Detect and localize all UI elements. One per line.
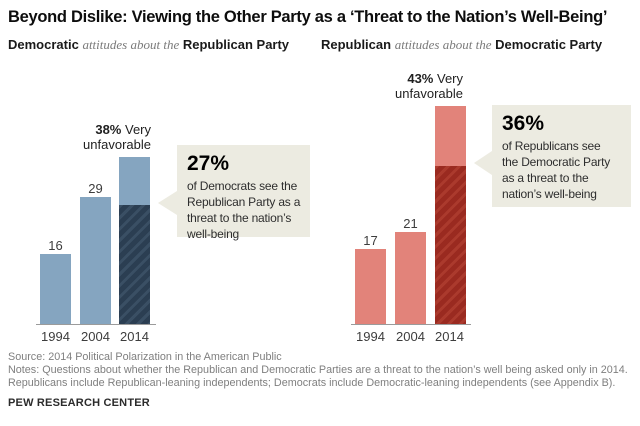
left-year-2004: 2004 — [81, 329, 110, 344]
notes-line-2: Republicans include Republican-leaning i… — [8, 377, 616, 389]
left-subtitle: Democratic attitudes about the Republica… — [8, 37, 289, 53]
right-value-2004: 21 — [403, 216, 418, 231]
left-subtitle-party: Democratic — [8, 37, 79, 52]
right-value-1994: 17 — [363, 233, 378, 248]
right-callout-line: the Democratic Party — [502, 155, 611, 169]
right-year-2014: 2014 — [435, 329, 464, 344]
left-subtitle-connector: attitudes about the — [82, 37, 180, 52]
left-value-2004: 29 — [88, 181, 103, 196]
right-callout-line: as a threat to the — [502, 171, 589, 185]
right-callout-pointer — [474, 151, 492, 175]
source-note: Source: 2014 Political Polarization in t… — [8, 351, 282, 363]
left-bar-1994 — [40, 254, 71, 324]
left-2014-label-line2: unfavorable — [83, 137, 151, 152]
right-x-axis — [351, 324, 471, 325]
right-2014-bar-label: 43% Very unfavorable — [353, 71, 463, 101]
right-year-1994: 1994 — [356, 329, 385, 344]
right-callout: 36% of Republicans see the Democratic Pa… — [492, 105, 631, 207]
right-subtitle-target: Democratic Party — [495, 37, 603, 52]
pew-research-center-brand: PEW RESEARCH CENTER — [8, 397, 150, 409]
left-2014-rest: Very — [121, 122, 151, 137]
right-subtitle-party: Republican — [321, 37, 392, 52]
left-x-axis — [36, 324, 156, 325]
left-callout-line: Republican Party as a — [187, 195, 301, 209]
right-threat-overlay — [435, 166, 466, 324]
right-callout-line: nation’s well-being — [502, 187, 597, 201]
left-callout: 27% of Democrats see the Republican Part… — [177, 145, 310, 241]
right-callout-headline: 36% — [502, 112, 545, 135]
left-callout-headline: 27% — [187, 152, 230, 175]
left-value-1994: 16 — [48, 238, 63, 253]
right-year-2004: 2004 — [396, 329, 425, 344]
right-2014-label-line2: unfavorable — [395, 86, 463, 101]
right-callout-line: of Republicans see — [502, 139, 601, 153]
left-bar-2004 — [80, 197, 111, 324]
left-callout-line: of Democrats see the — [187, 179, 298, 193]
right-subtitle-connector: attitudes about the — [394, 37, 492, 52]
left-2014-pct: 38% — [95, 122, 122, 137]
right-bar-2004 — [395, 232, 426, 324]
left-callout-pointer — [158, 191, 177, 215]
left-callout-line: well-being — [187, 227, 240, 241]
left-threat-overlay — [119, 205, 150, 324]
left-year-2014: 2014 — [120, 329, 149, 344]
right-bar-1994 — [355, 249, 386, 324]
left-callout-line: threat to the nation’s — [187, 211, 292, 225]
left-subtitle-target: Republican Party — [182, 37, 290, 52]
chart-title: Beyond Dislike: Viewing the Other Party … — [8, 8, 608, 26]
left-year-1994: 1994 — [41, 329, 70, 344]
right-2014-pct: 43% — [407, 71, 434, 86]
right-2014-rest: Very — [433, 71, 463, 86]
left-2014-bar-label: 38% Very unfavorable — [41, 122, 151, 152]
notes-line-1: Notes: Questions about whether the Repub… — [8, 364, 628, 376]
right-subtitle: Republican attitudes about the Democrati… — [321, 37, 602, 53]
